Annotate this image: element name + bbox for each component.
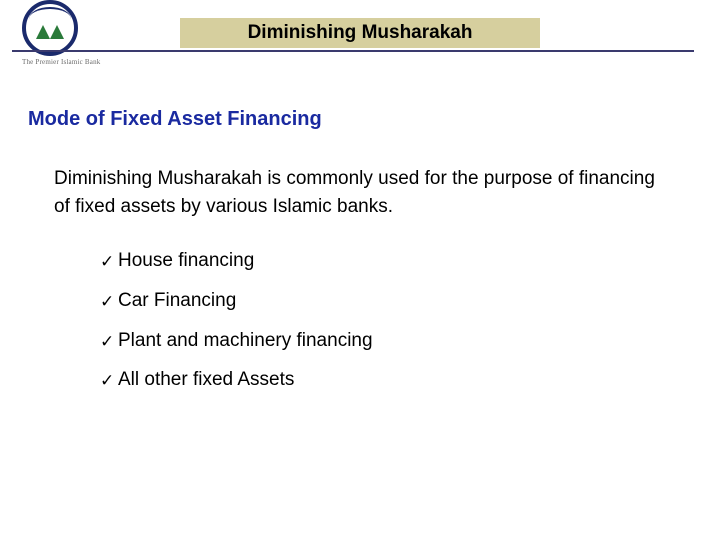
checkmark-icon: ✓: [100, 369, 118, 393]
logo-caption: The Premier Islamic Bank: [22, 58, 100, 66]
list-item: ✓ House financing: [100, 250, 692, 274]
logo-circle: [22, 0, 78, 56]
checkmark-icon: ✓: [100, 290, 118, 314]
list-item-label: Plant and machinery financing: [118, 330, 373, 352]
list-item-label: All other fixed Assets: [118, 369, 294, 391]
slide-header: The Premier Islamic Bank Diminishing Mus…: [0, 0, 720, 72]
list-item: ✓ All other fixed Assets: [100, 369, 692, 393]
slide-title: Diminishing Musharakah: [180, 18, 540, 48]
section-paragraph: Diminishing Musharakah is commonly used …: [54, 165, 672, 220]
list-item: ✓ Plant and machinery financing: [100, 330, 692, 354]
list-item-label: House financing: [118, 250, 254, 272]
section-heading: Mode of Fixed Asset Financing: [28, 108, 692, 131]
list-item: ✓ Car Financing: [100, 290, 692, 314]
checkmark-icon: ✓: [100, 250, 118, 274]
brand-logo: The Premier Islamic Bank: [22, 0, 100, 66]
slide-content: Mode of Fixed Asset Financing Diminishin…: [0, 72, 720, 393]
bullet-list: ✓ House financing ✓ Car Financing ✓ Plan…: [100, 250, 692, 393]
list-item-label: Car Financing: [118, 290, 236, 312]
checkmark-icon: ✓: [100, 330, 118, 354]
header-rule: [12, 50, 694, 52]
logo-trees-icon: [36, 17, 64, 39]
